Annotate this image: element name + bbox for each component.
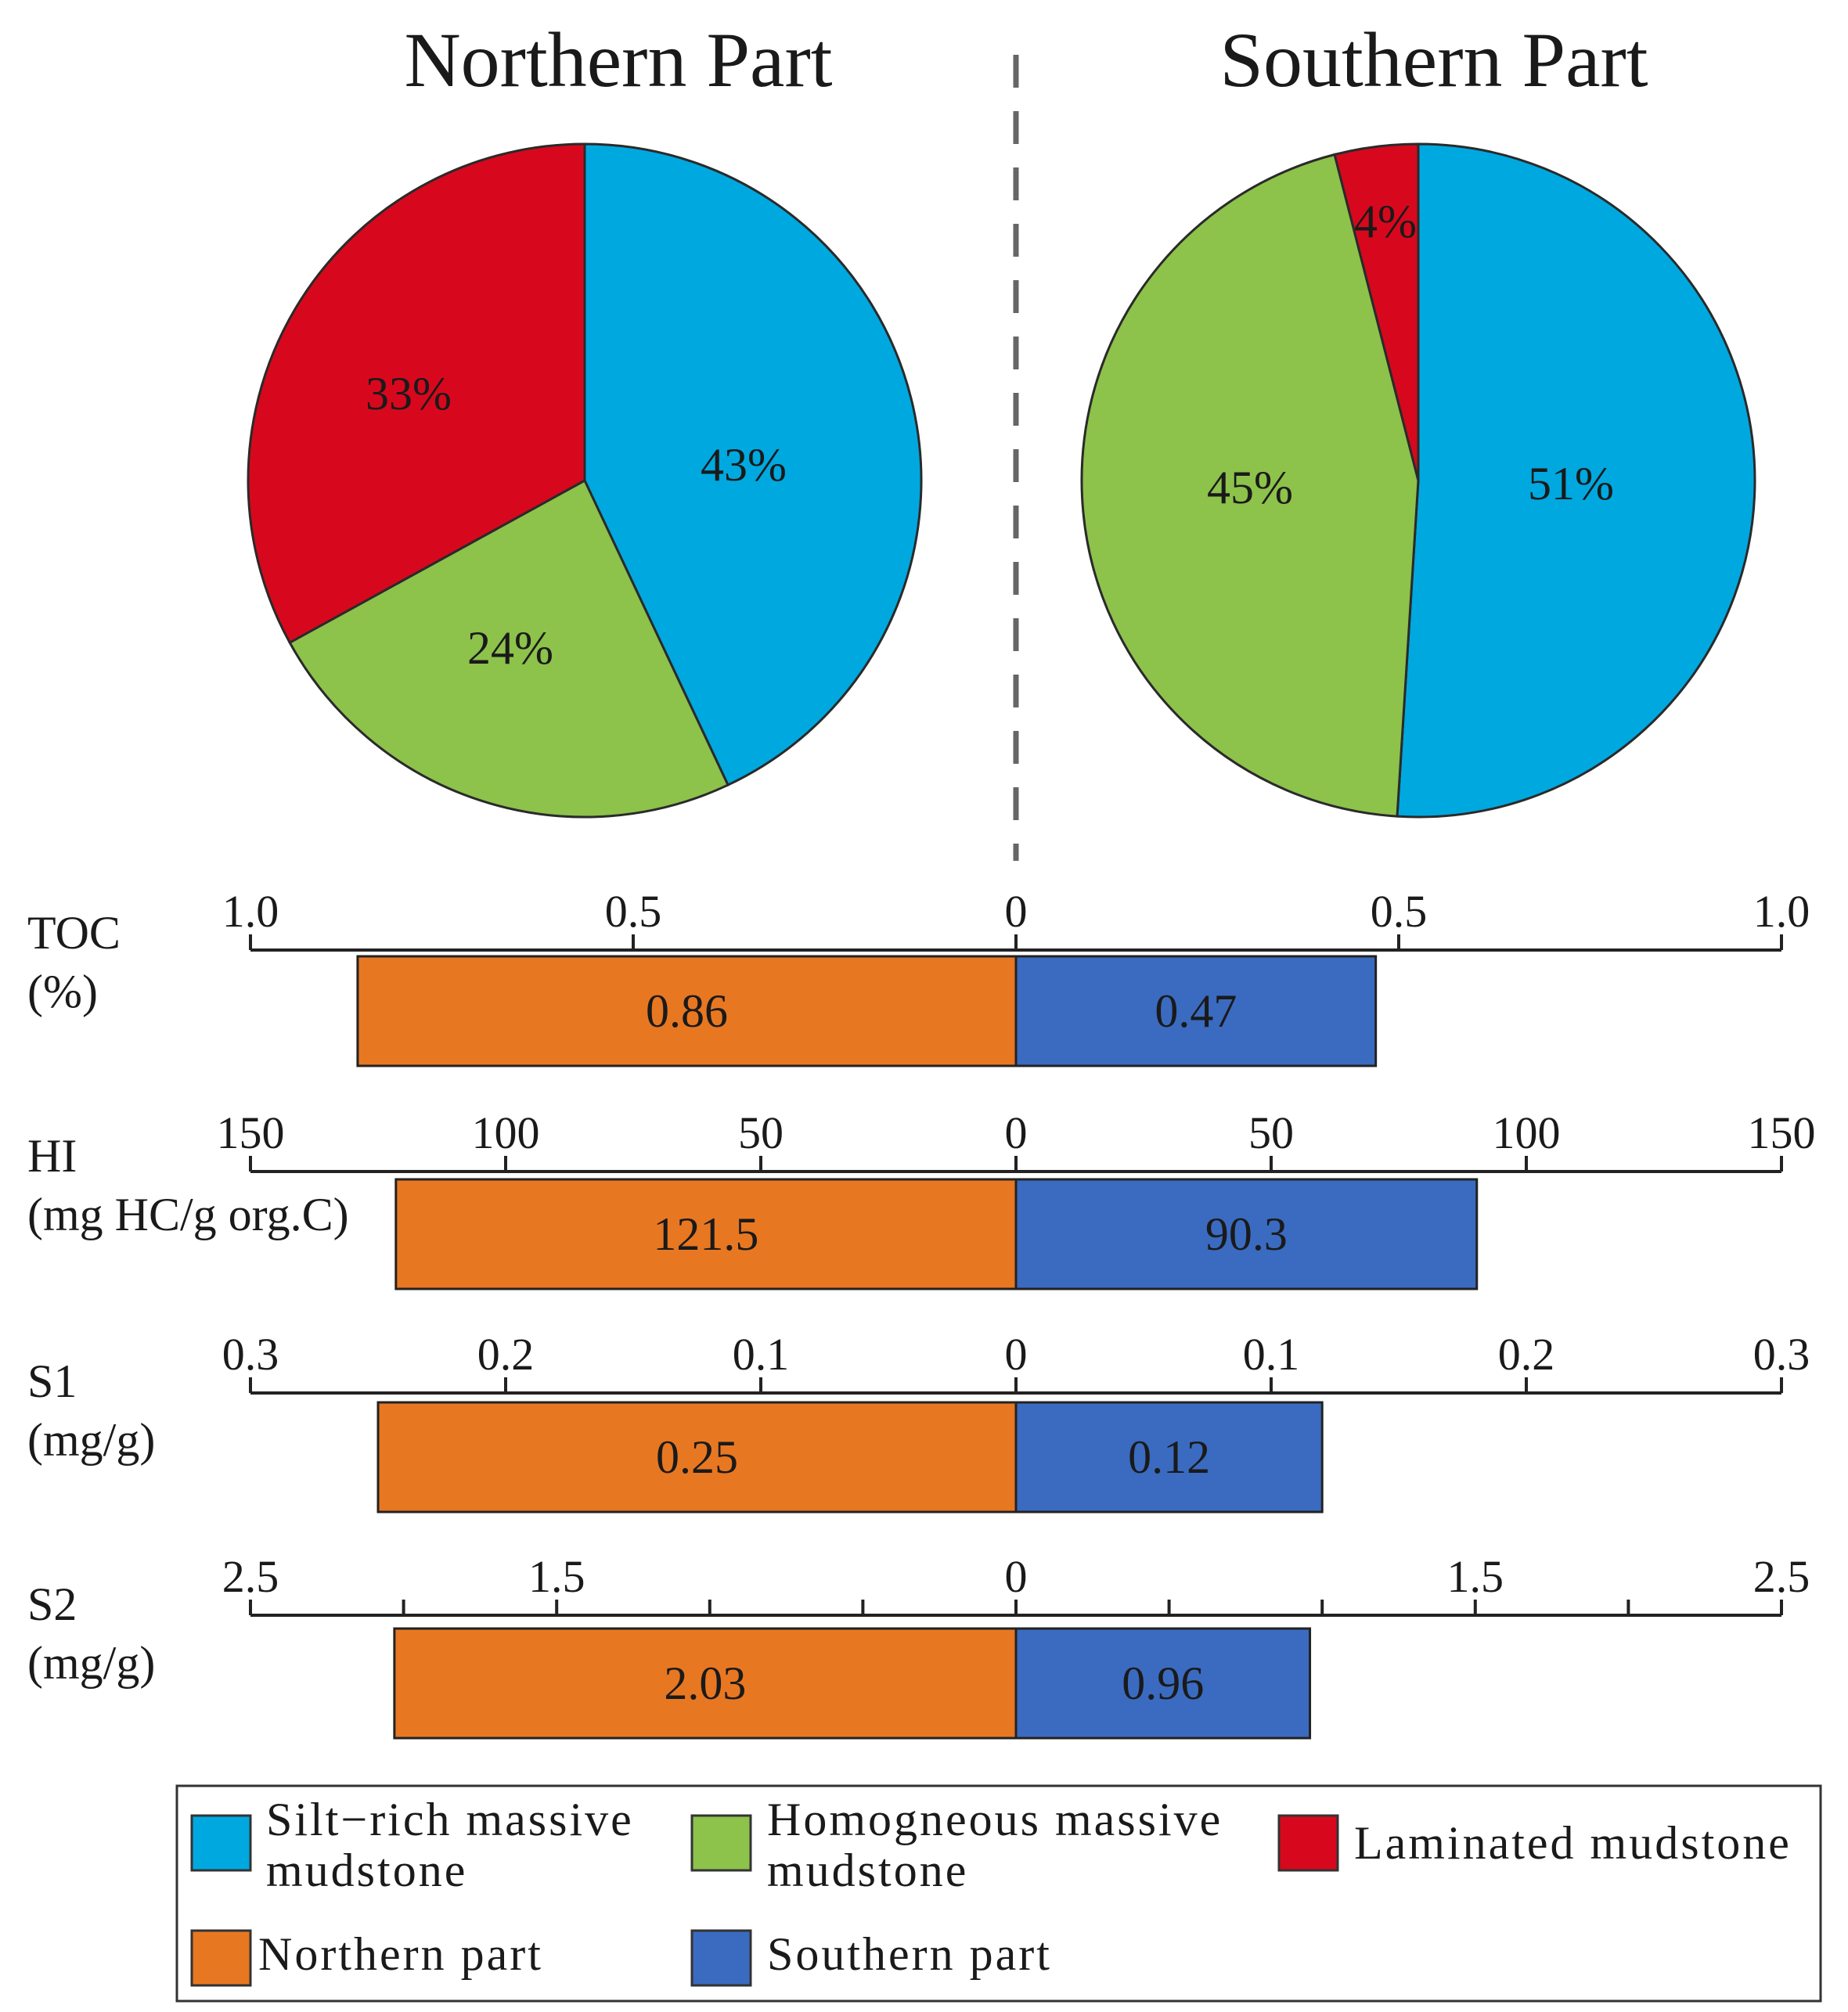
tick-label: 1.5 xyxy=(528,1551,585,1602)
pie-slice xyxy=(1333,142,1420,481)
tick-label: 0.3 xyxy=(222,1329,279,1380)
legend-label: Northern part xyxy=(258,1928,543,1980)
tick-label: 0.3 xyxy=(1753,1329,1810,1380)
pie-slice xyxy=(583,142,923,787)
tick-label: 0.2 xyxy=(1498,1329,1555,1380)
tick-label: 0.1 xyxy=(1243,1329,1300,1380)
tick-label: 100 xyxy=(1493,1107,1561,1158)
legend-label-line2: mudstone xyxy=(266,1845,467,1896)
bar-southern xyxy=(1014,1178,1479,1290)
bar-charts: TOC (%) 1.0 0.5 0 0.5 1.0 0.86 0.47 HI (mg HC/g or… xyxy=(27,886,1816,1740)
tick-label: 100 xyxy=(472,1107,540,1158)
row-unit-label: (mg/g) xyxy=(27,1414,155,1466)
pie-southern: Southern Part 51% 45% 4% xyxy=(1080,16,1756,819)
legend-swatch xyxy=(690,1814,752,1872)
row-unit-label: (%) xyxy=(27,966,98,1017)
tick-label: 1.0 xyxy=(222,886,279,937)
pie-northern: Northern Part 43% 24% 33% xyxy=(247,16,923,819)
tick-label: 0 xyxy=(1005,1551,1028,1602)
bar-value-label: 90.3 xyxy=(1205,1208,1288,1260)
legend-swatch xyxy=(1277,1814,1339,1872)
legend-item: Northern part xyxy=(190,1928,543,1987)
tick-label: 1.0 xyxy=(1753,886,1810,937)
pie-title: Northern Part xyxy=(404,16,832,103)
bar-southern xyxy=(1014,955,1378,1067)
pie-slice-label: 43% xyxy=(701,439,787,491)
pie-slice-label: 33% xyxy=(366,368,452,419)
tick-label: 0.2 xyxy=(477,1329,535,1380)
pie-charts: Northern Part 43% 24% 33% Southern Part 51% 45… xyxy=(247,16,1756,819)
bar-row-toc: TOC (%) 1.0 0.5 0 0.5 1.0 0.86 0.47 xyxy=(27,886,1810,1067)
pie-slice-label: 4% xyxy=(1354,196,1417,247)
bar-value-label: 0.86 xyxy=(646,985,728,1037)
tick-label: 2.5 xyxy=(1753,1551,1810,1602)
bar-value-label: 2.03 xyxy=(664,1657,746,1709)
tick-label: 150 xyxy=(217,1107,285,1158)
bar-northern xyxy=(356,955,1018,1067)
legend-label: Homogneous massive xyxy=(767,1794,1223,1845)
bar-value-label: 0.12 xyxy=(1128,1431,1210,1483)
legend-label: Silt−rich massive xyxy=(266,1794,634,1845)
tick-label: 2.5 xyxy=(222,1551,279,1602)
pie-slice xyxy=(1080,153,1420,818)
pie-title: Southern Part xyxy=(1219,16,1648,103)
bar-value-label: 121.5 xyxy=(653,1208,758,1260)
pie-slice xyxy=(247,142,586,645)
pie-slice-label: 24% xyxy=(467,622,553,674)
bar-northern xyxy=(394,1178,1018,1290)
legend-label: Laminated mudstone xyxy=(1354,1817,1792,1869)
tick-label: 50 xyxy=(1248,1107,1294,1158)
legend-label: Southern part xyxy=(767,1928,1052,1980)
tick-label: 0.5 xyxy=(1371,886,1428,937)
tick-label: 1.5 xyxy=(1447,1551,1504,1602)
tick-label: 0.1 xyxy=(733,1329,790,1380)
row-unit-label: (mg HC/g org.C) xyxy=(27,1189,349,1240)
row-label: TOC xyxy=(27,907,121,959)
bar-value-label: 0.96 xyxy=(1122,1657,1204,1709)
bar-value-label: 0.47 xyxy=(1155,985,1237,1037)
bar-row-hi: HI (mg HC/g org.C) 150 100 50 0 50 100 150 121.5 9… xyxy=(27,1107,1816,1290)
legend-item: Southern part xyxy=(690,1928,1052,1987)
legend-box xyxy=(175,1784,1822,2003)
row-unit-label: (mg/g) xyxy=(27,1637,155,1689)
bar-row-s2: S2 (mg/g) 2.5 1.5 0 1.5 2.5 2.03 0.96 xyxy=(27,1551,1810,1740)
bar-northern xyxy=(376,1401,1018,1513)
legend-item: Laminated mudstone xyxy=(1277,1814,1792,1872)
row-label: HI xyxy=(27,1130,77,1182)
legend-swatch xyxy=(690,1929,752,1987)
pie-slice xyxy=(1396,142,1756,819)
pie-slice-label: 45% xyxy=(1207,462,1293,513)
row-label: S1 xyxy=(27,1355,77,1407)
tick-label: 0.5 xyxy=(605,886,662,937)
tick-label: 0 xyxy=(1005,1107,1028,1158)
bar-value-label: 0.25 xyxy=(656,1431,738,1483)
legend-swatch xyxy=(190,1929,252,1987)
bar-southern xyxy=(1014,1401,1324,1513)
bar-row-s1: S1 (mg/g) 0.3 0.2 0.1 0 0.1 0.2 0.3 0.25 0.12 xyxy=(27,1329,1810,1513)
pie-slice-label: 51% xyxy=(1528,458,1614,509)
tick-label: 0 xyxy=(1005,886,1028,937)
tick-label: 0 xyxy=(1005,1329,1028,1380)
pie-slice xyxy=(288,478,730,819)
bar-northern xyxy=(393,1627,1018,1740)
row-label: S2 xyxy=(27,1578,77,1630)
legend-label-line2: mudstone xyxy=(767,1845,968,1896)
tick-label: 150 xyxy=(1748,1107,1816,1158)
bar-southern xyxy=(1014,1627,1312,1740)
tick-label: 50 xyxy=(738,1107,784,1158)
legend-swatch xyxy=(190,1814,252,1872)
